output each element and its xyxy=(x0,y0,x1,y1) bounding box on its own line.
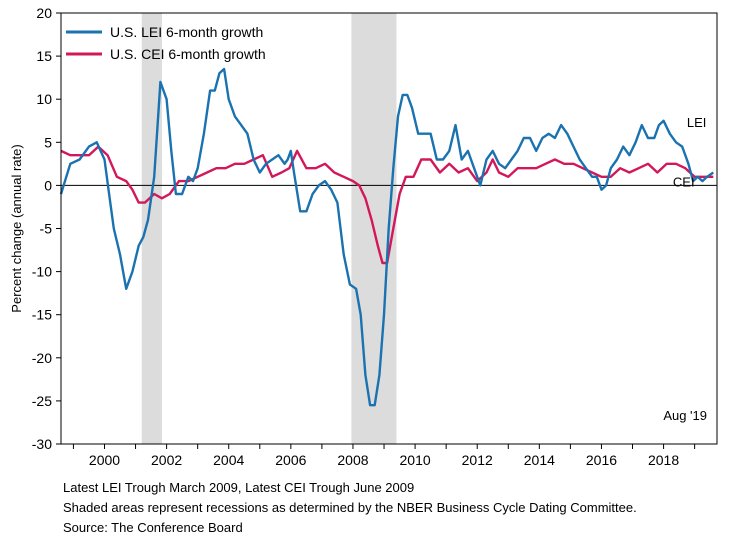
x-tick-label: 2014 xyxy=(524,452,555,468)
x-tick-label: 2002 xyxy=(151,452,182,468)
x-tick-label: 2000 xyxy=(89,452,120,468)
x-tick-label: 2006 xyxy=(275,452,306,468)
y-tick-label: 15 xyxy=(36,48,52,64)
date-annotation: Aug '19 xyxy=(663,408,707,423)
x-tick-label: 2008 xyxy=(337,452,368,468)
footnotes: Latest LEI Trough March 2009, Latest CEI… xyxy=(63,478,637,538)
x-tick-label: 2004 xyxy=(213,452,244,468)
x-tick-label: 2016 xyxy=(586,452,617,468)
y-tick-label: -20 xyxy=(32,350,52,366)
y-axis-label: Percent change (annual rate) xyxy=(9,144,24,312)
y-tick-label: -5 xyxy=(40,221,53,237)
series-line-lei xyxy=(59,67,714,407)
footnote-troughs: Latest LEI Trough March 2009, Latest CEI… xyxy=(63,480,415,495)
y-tick-label: 20 xyxy=(36,5,52,21)
recession-shading xyxy=(141,13,397,444)
x-tick-label: 2010 xyxy=(400,452,431,468)
footnote-recessions: Shaded areas represent recessions as det… xyxy=(63,500,637,515)
y-tick-label: 5 xyxy=(44,134,52,150)
x-tick-label: 2012 xyxy=(462,452,493,468)
y-tick-label: -25 xyxy=(32,393,52,409)
series-end-label-cei: CEI xyxy=(673,174,695,189)
series-end-label-lei: LEI xyxy=(687,115,707,130)
footnote-source: Source: The Conference Board xyxy=(63,520,243,535)
x-tick-label: 2018 xyxy=(648,452,679,468)
y-tick-label: -15 xyxy=(32,307,52,323)
series-lines xyxy=(59,67,714,407)
y-tick-label: -10 xyxy=(32,264,52,280)
legend-label-cei: U.S. CEI 6-month growth xyxy=(110,46,266,62)
x-axis: 2000 2002 2004 2006 2008 2010 2012 2014 2016 2018 xyxy=(72,444,696,468)
legend: U.S. LEI 6-month growth U.S. CEI 6-month… xyxy=(66,24,266,62)
y-tick-label: 10 xyxy=(36,91,52,107)
y-tick-label: -30 xyxy=(32,436,52,452)
series-line-cei xyxy=(60,145,714,265)
y-tick-label: 0 xyxy=(44,177,52,193)
y-axis: 20 15 10 5 0 -5 -10 -15 -20 -25 -30 xyxy=(32,5,61,452)
legend-label-lei: U.S. LEI 6-month growth xyxy=(110,24,263,40)
